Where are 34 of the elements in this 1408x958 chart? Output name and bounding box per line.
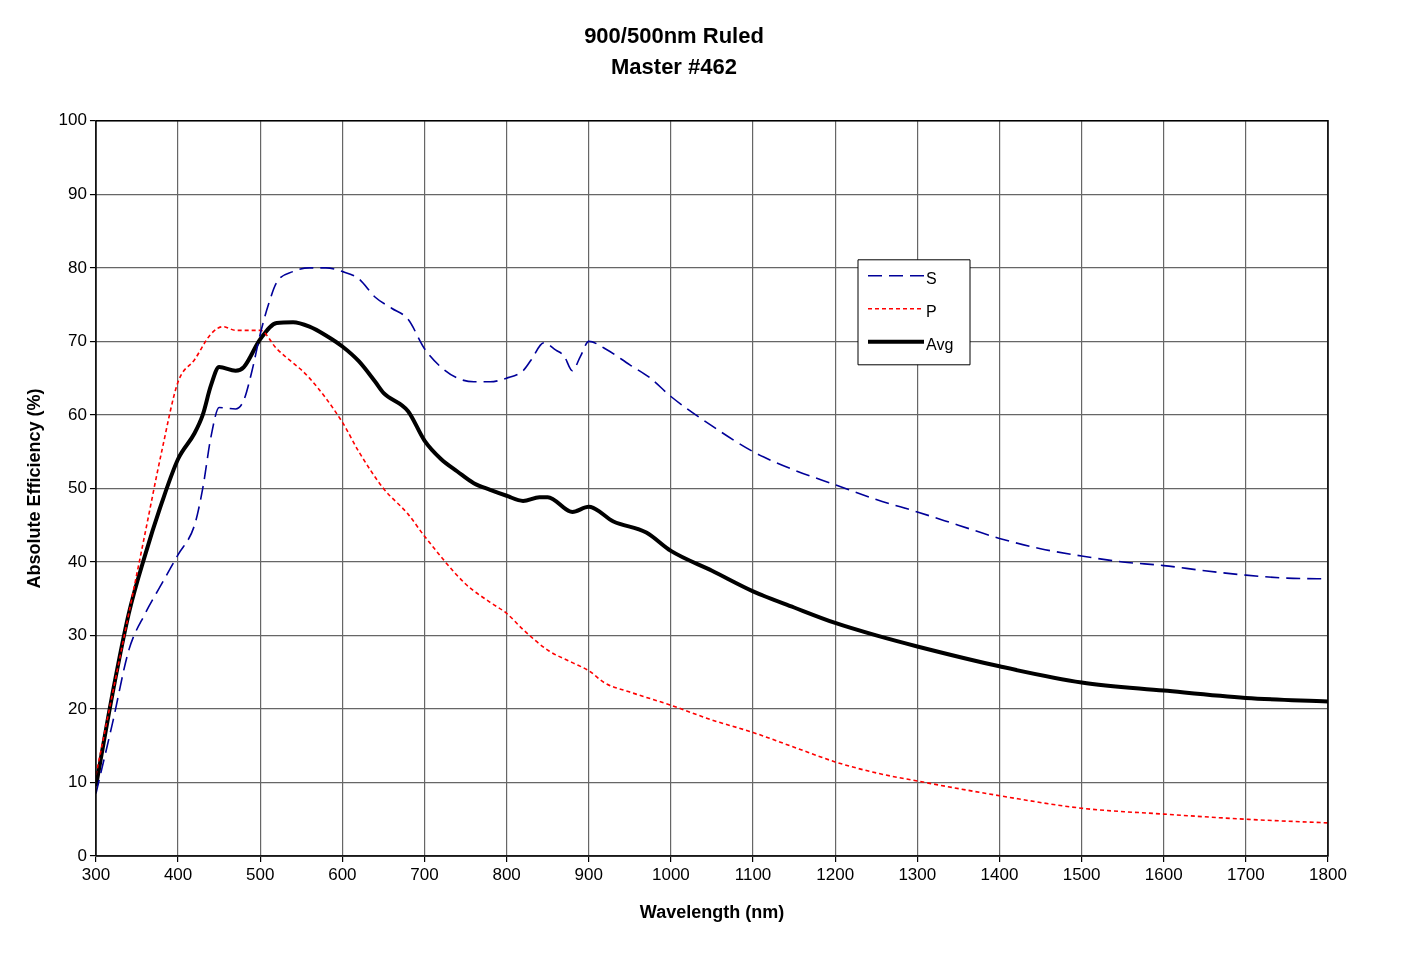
x-tick-label: 1200 xyxy=(816,864,855,884)
y-tick-label: 60 xyxy=(68,404,87,424)
y-tick-label: 70 xyxy=(68,331,87,351)
y-tick-label: 10 xyxy=(68,772,87,792)
chart-subtitle: Master #462 xyxy=(611,53,737,79)
x-tick-label: 1000 xyxy=(652,864,690,884)
y-tick-label: 100 xyxy=(58,110,87,130)
legend-label: Avg xyxy=(926,336,954,354)
x-tick-label: 800 xyxy=(492,864,521,884)
x-tick-label: 1100 xyxy=(734,864,772,884)
y-tick-label: 80 xyxy=(68,257,87,277)
x-tick-label: 1300 xyxy=(898,864,937,884)
legend-label: S xyxy=(926,270,937,288)
y-tick-label: 90 xyxy=(68,184,87,204)
x-tick-label: 1600 xyxy=(1144,864,1183,884)
x-tick-label: 300 xyxy=(81,864,111,884)
x-tick-label: 900 xyxy=(574,864,603,884)
x-tick-label: 1500 xyxy=(1062,864,1101,884)
x-tick-label: 1400 xyxy=(980,864,1019,884)
x-tick-label: 700 xyxy=(410,864,439,884)
x-tick-label: 1700 xyxy=(1226,864,1265,884)
y-tick-label: 20 xyxy=(68,698,87,718)
chart-title: 900/500nm Ruled xyxy=(584,23,764,49)
y-tick-label: 30 xyxy=(68,625,87,645)
x-axis-title: Wavelength (nm) xyxy=(639,902,785,923)
x-tick-label: 400 xyxy=(163,864,193,884)
y-tick-label: 50 xyxy=(68,478,87,498)
x-tick-label: 600 xyxy=(328,864,357,884)
x-tick-label: 1800 xyxy=(1309,864,1347,884)
y-axis-title: Absolute Efficiency (%) xyxy=(23,388,44,589)
x-tick-label: 500 xyxy=(246,864,275,884)
legend-label: P xyxy=(926,303,937,321)
y-tick-label: 0 xyxy=(77,845,87,865)
y-tick-label: 40 xyxy=(68,551,87,571)
